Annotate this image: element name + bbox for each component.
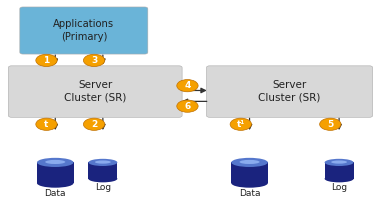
Text: t¹: t¹ <box>237 120 245 129</box>
Ellipse shape <box>231 158 268 167</box>
Ellipse shape <box>325 159 354 166</box>
Circle shape <box>177 80 198 92</box>
Text: Data: Data <box>45 189 66 198</box>
Text: 5: 5 <box>327 120 333 129</box>
Text: t: t <box>44 120 49 129</box>
Circle shape <box>177 100 198 112</box>
Polygon shape <box>325 162 354 179</box>
Circle shape <box>83 118 105 130</box>
Ellipse shape <box>88 159 117 166</box>
Circle shape <box>320 118 341 130</box>
Text: Log: Log <box>95 183 111 192</box>
Circle shape <box>36 118 57 130</box>
Text: 4: 4 <box>184 81 190 90</box>
Ellipse shape <box>331 160 347 164</box>
Text: Server
Cluster (SR): Server Cluster (SR) <box>258 80 321 103</box>
Ellipse shape <box>88 175 117 182</box>
Polygon shape <box>37 162 74 183</box>
FancyBboxPatch shape <box>207 66 373 117</box>
Text: Data: Data <box>239 189 260 198</box>
FancyBboxPatch shape <box>8 66 182 117</box>
Ellipse shape <box>231 179 268 188</box>
Ellipse shape <box>45 160 65 164</box>
FancyBboxPatch shape <box>20 7 148 54</box>
Polygon shape <box>231 162 268 183</box>
Text: Server
Cluster (SR): Server Cluster (SR) <box>64 80 126 103</box>
Text: 2: 2 <box>91 120 97 129</box>
Circle shape <box>230 118 251 130</box>
Circle shape <box>83 54 105 66</box>
Ellipse shape <box>37 158 74 167</box>
Circle shape <box>36 54 57 66</box>
Text: 3: 3 <box>91 56 97 65</box>
Ellipse shape <box>240 160 259 164</box>
Text: Log: Log <box>331 183 347 192</box>
Polygon shape <box>88 162 117 179</box>
Ellipse shape <box>95 160 111 164</box>
Text: 6: 6 <box>184 102 190 111</box>
Ellipse shape <box>325 175 354 182</box>
Text: Applications
(Primary): Applications (Primary) <box>53 19 114 42</box>
Ellipse shape <box>37 179 74 188</box>
Text: 1: 1 <box>43 56 50 65</box>
